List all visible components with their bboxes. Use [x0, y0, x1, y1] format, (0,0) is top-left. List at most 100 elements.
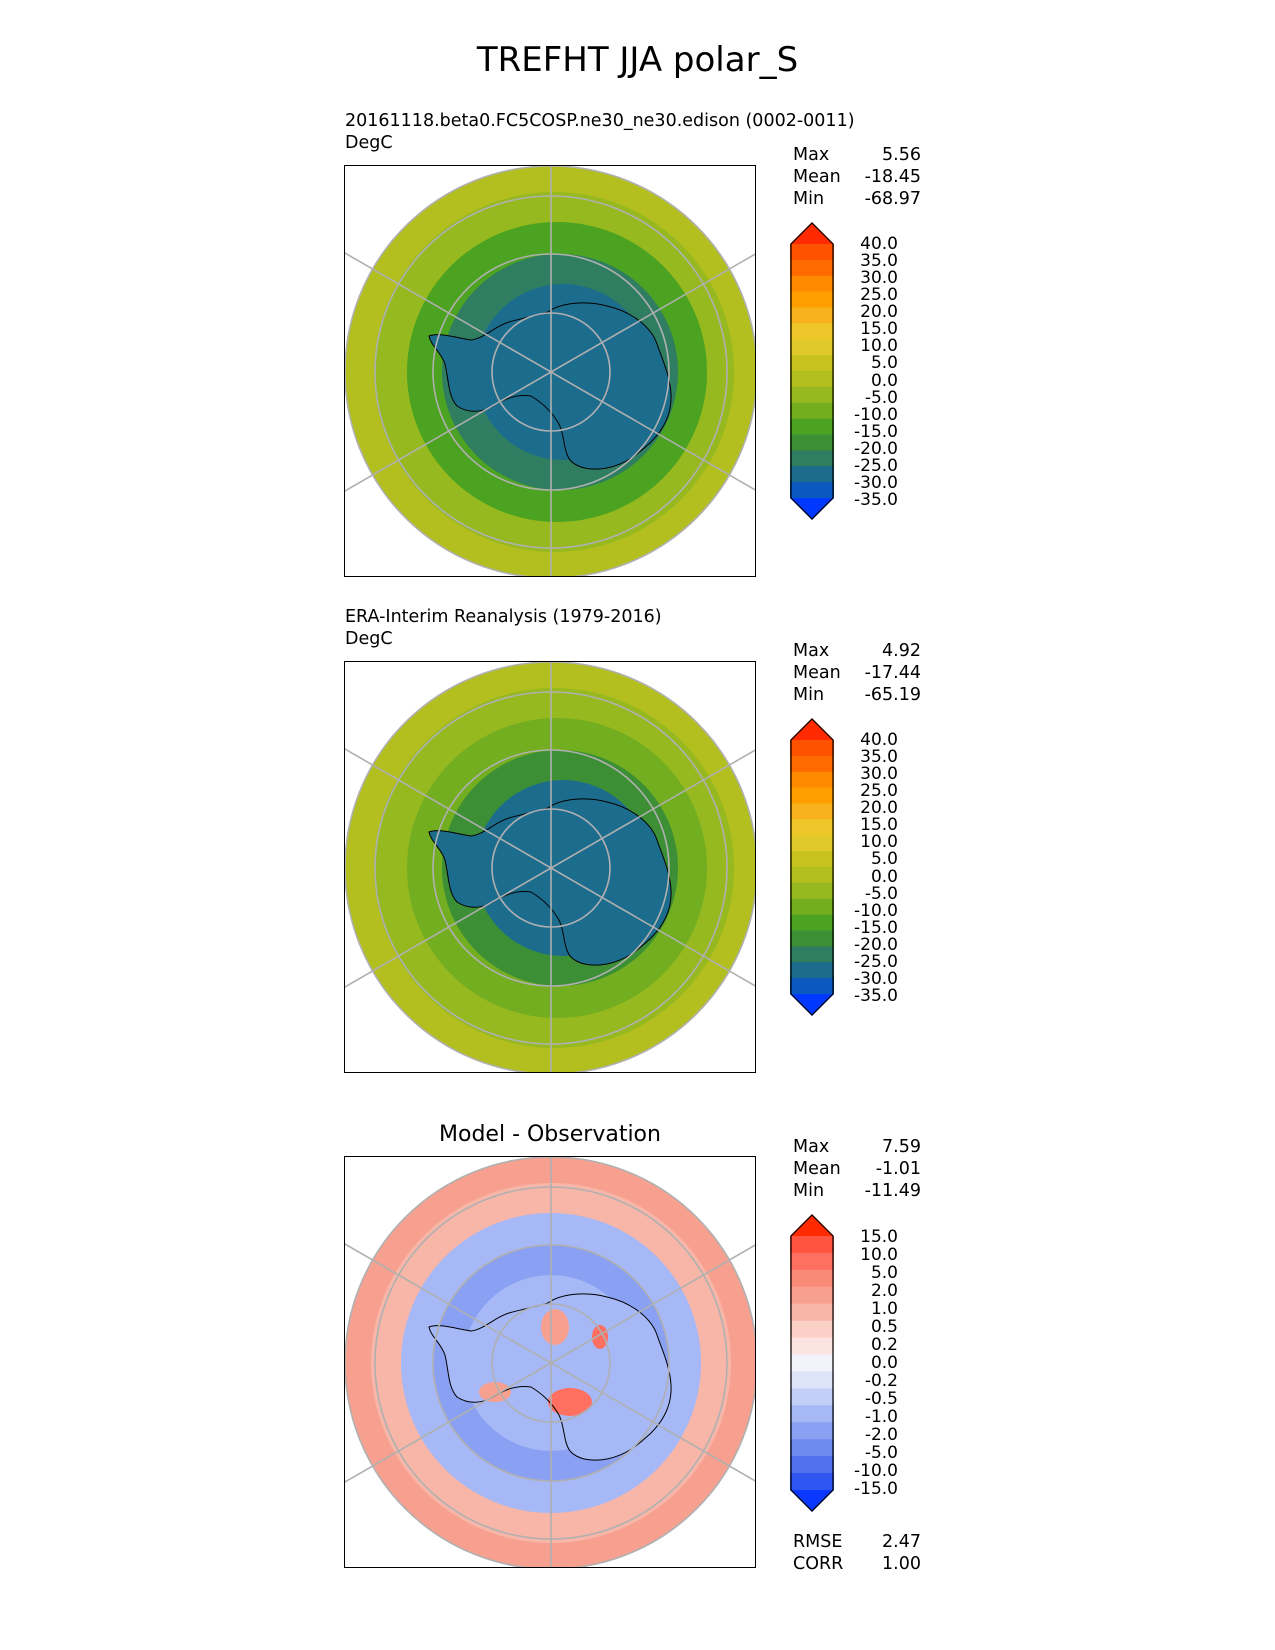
panel3-map	[344, 1156, 756, 1568]
colorbar-segment	[790, 386, 834, 404]
colorbar-tick-label: -35.0	[854, 986, 898, 1006]
colorbar-graphic	[790, 718, 834, 1016]
colorbar-segment	[790, 450, 834, 467]
colorbar-tick-label: 5.0	[870, 353, 898, 374]
stat-value: 5.56	[882, 145, 921, 165]
colorbar-segment	[790, 787, 834, 804]
panel2-stat-min: Min -65.19	[793, 684, 921, 706]
colorbar-tick-label: -15.0	[854, 421, 898, 442]
panel3-stat-min: Min -11.49	[793, 1180, 921, 1202]
panel2-colorbar-labels: 40.0 35.0 30.0 25.0 20.0 15.0 10.0 5.0 0.0 -5.0 -1…	[838, 732, 898, 1005]
colorbar-extend-top	[790, 222, 834, 244]
warm-anomaly	[592, 1325, 608, 1349]
colorbar-segment	[790, 466, 834, 483]
stat-value: -1.01	[875, 1159, 921, 1179]
colorbar-segment	[790, 1473, 834, 1491]
colorbar-segment	[790, 882, 834, 900]
colorbar-segment	[790, 978, 834, 995]
colorbar-segment	[790, 1422, 834, 1440]
colorbar-segment	[790, 1371, 834, 1389]
stat-label: Mean	[793, 1159, 841, 1179]
panel1-colorbar-labels: 40.0 35.0 30.0 25.0 20.0 15.0 10.0 5.0 0.0 -5.0 -1…	[838, 236, 898, 509]
coastline	[428, 1293, 672, 1461]
stat-value: -17.44	[864, 663, 921, 683]
graticule-meridian	[345, 252, 755, 491]
colorbar-segment	[790, 835, 834, 852]
colorbar-segment	[790, 1252, 834, 1271]
colorbar-segment	[790, 914, 834, 931]
colorbar-segment	[790, 962, 834, 979]
colorbar-tick-label: 15.0	[860, 319, 898, 340]
panel2-stat-mean: Mean -17.44	[793, 662, 921, 684]
stat-value: -18.45	[864, 167, 921, 187]
colorbar-segment	[790, 275, 834, 293]
colorbar-tick-label: 35.0	[860, 747, 898, 768]
continent-field	[429, 302, 672, 470]
colorbar-segment	[790, 1286, 834, 1305]
panel1-map-plot	[345, 166, 755, 576]
colorbar-tick-label: 0.0	[870, 1353, 898, 1373]
colorbar-segment	[790, 1388, 834, 1406]
colorbar-segment	[790, 371, 834, 388]
panel3-metric-rmse: RMSE 2.47	[793, 1531, 921, 1553]
colorbar-segment	[790, 307, 834, 324]
colorbar-segment	[790, 1269, 834, 1288]
panel1-stat-min: Min -68.97	[793, 188, 921, 210]
panel2-map	[344, 661, 756, 1073]
colorbar-segment	[790, 771, 834, 789]
colorbar-tick-label: -0.2	[864, 1371, 898, 1391]
colorbar-tick-label: 15.0	[860, 815, 898, 836]
colorbar-segment	[790, 482, 834, 499]
colorbar-tick-label: 10.0	[860, 832, 898, 853]
graticule-meridian	[345, 748, 755, 987]
panel3-colorbar	[790, 1214, 834, 1512]
colorbar-tick-label: -25.0	[854, 455, 898, 476]
colorbar-segment	[790, 402, 834, 420]
panel1-colorbar	[790, 222, 834, 520]
graticule-meridian	[345, 1243, 755, 1482]
stat-label: Min	[793, 189, 825, 209]
colorbar-tick-label: 15.0	[860, 1227, 898, 1247]
panel2-map-plot	[345, 662, 755, 1072]
colorbar-tick-label: 0.0	[870, 866, 898, 887]
colorbar-extend-bottom	[790, 994, 834, 1016]
colorbar-tick-label: -20.0	[854, 438, 898, 459]
colorbar-tick-label: 30.0	[860, 268, 898, 289]
panel2-stat-max: Max 4.92	[793, 640, 921, 662]
panel3-stat-max: Max 7.59	[793, 1136, 921, 1158]
stat-value: 7.59	[882, 1137, 921, 1157]
colorbar-tick-label: 5.0	[870, 1263, 898, 1283]
colorbar-tick-label: 5.0	[870, 849, 898, 870]
panel3-map-plot	[345, 1157, 755, 1567]
colorbar-tick-label: -0.5	[864, 1389, 898, 1409]
panel1-stat-mean: Mean -18.45	[793, 166, 921, 188]
colorbar-tick-label: 10.0	[860, 1245, 898, 1265]
colorbar-extend-bottom	[790, 1490, 834, 1512]
colorbar-graphic	[790, 1214, 834, 1512]
colorbar-tick-label: 2.0	[870, 1281, 898, 1301]
metric-label: CORR	[793, 1554, 844, 1574]
colorbar-tick-label: -5.0	[864, 883, 898, 904]
colorbar-tick-label: -15.0	[854, 917, 898, 938]
panel2-units: DegC	[345, 629, 393, 649]
panel1-stat-max: Max 5.56	[793, 144, 921, 166]
colorbar-tick-label: -10.0	[854, 404, 898, 425]
stat-label: Mean	[793, 663, 841, 683]
metric-value: 1.00	[882, 1554, 921, 1574]
colorbar-extend-top	[790, 718, 834, 740]
colorbar-tick-label: 40.0	[860, 730, 898, 750]
colorbar-segment	[790, 418, 834, 435]
colorbar-segment	[790, 1405, 834, 1423]
colorbar-tick-label: -5.0	[864, 1443, 898, 1463]
colorbar-segment	[790, 867, 834, 884]
colorbar-tick-label: 30.0	[860, 764, 898, 785]
colorbar-tick-label: 0.5	[870, 1317, 898, 1337]
colorbar-graphic	[790, 222, 834, 520]
colorbar-tick-label: -5.0	[864, 387, 898, 408]
continent-field	[429, 1293, 672, 1461]
colorbar-segment	[790, 1439, 834, 1457]
colorbar-tick-label: 10.0	[860, 336, 898, 357]
colorbar-segment	[790, 323, 834, 340]
figure-title: TREFHT JJA polar_S	[476, 40, 799, 80]
colorbar-segment	[790, 291, 834, 308]
